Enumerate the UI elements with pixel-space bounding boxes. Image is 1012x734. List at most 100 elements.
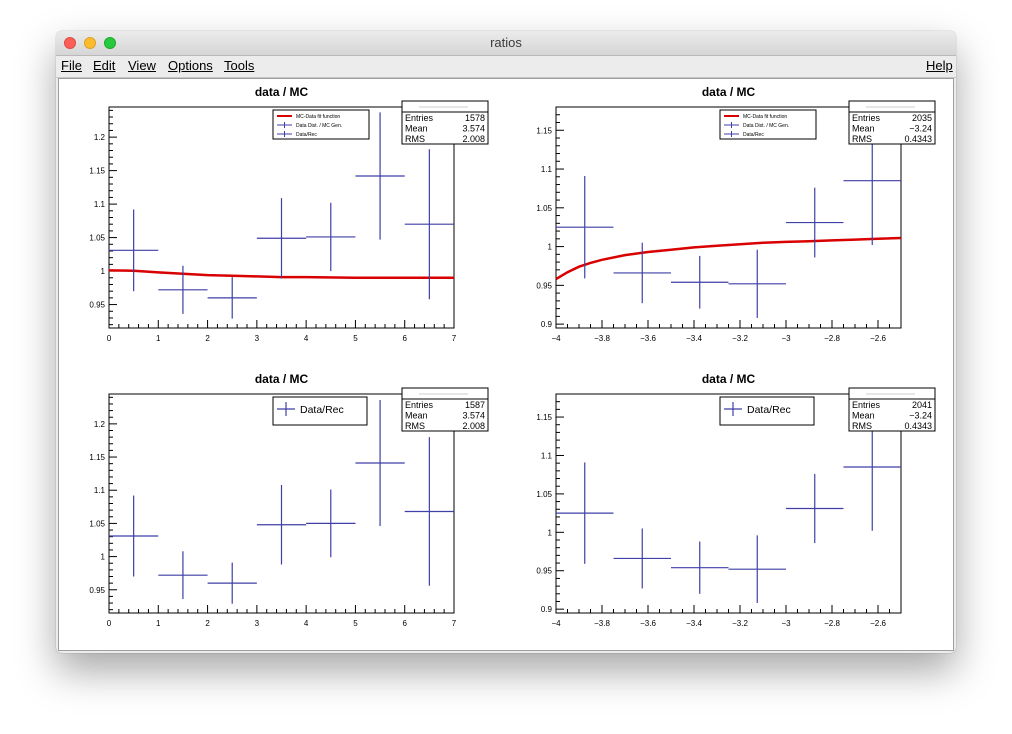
stats-box: Entries 2041 Mean −3.24 RMS 0.4343 bbox=[848, 387, 936, 432]
legend-entry-label: Data/Rec bbox=[296, 132, 317, 138]
chart-title: data / MC bbox=[702, 85, 756, 99]
stats-value: −3.24 bbox=[909, 411, 932, 421]
stats-value: 2.008 bbox=[462, 421, 485, 431]
data-point bbox=[158, 551, 208, 600]
stats-value: 1587 bbox=[465, 400, 485, 410]
x-tick-label: 0 bbox=[107, 334, 112, 343]
y-tick-label: 1.05 bbox=[536, 490, 552, 499]
x-tick-label: 1 bbox=[156, 334, 161, 343]
data-point bbox=[671, 541, 729, 594]
y-tick-label: 1.2 bbox=[94, 133, 106, 142]
x-tick-label: 3 bbox=[255, 619, 260, 628]
data-point bbox=[109, 495, 159, 577]
stats-label: Mean bbox=[852, 411, 875, 421]
menu-view[interactable]: View bbox=[128, 58, 156, 73]
menu-options[interactable]: Options bbox=[168, 58, 213, 73]
menu-tools[interactable]: Tools bbox=[224, 58, 254, 73]
menu-file[interactable]: File bbox=[61, 58, 82, 73]
data-point bbox=[786, 473, 844, 544]
x-tick-label: 2 bbox=[205, 619, 210, 628]
x-tick-label: −3.2 bbox=[732, 334, 748, 343]
x-tick-label: 2 bbox=[205, 334, 210, 343]
x-tick-label: 5 bbox=[353, 334, 358, 343]
y-tick-label: 1.15 bbox=[536, 413, 552, 422]
stats-value: 2035 bbox=[912, 113, 932, 123]
legend-entry-label: MC-Data fit function bbox=[296, 114, 340, 120]
stats-box: Entries 1587 Mean 3.574 RMS 2.008 bbox=[401, 387, 489, 432]
data-point bbox=[613, 242, 671, 304]
y-tick-label: 1 bbox=[101, 267, 106, 276]
stats-value: 3.574 bbox=[462, 124, 485, 134]
legend: MC-Data fit function Data Dist. / MC Gen.… bbox=[719, 109, 817, 140]
data-point bbox=[158, 265, 208, 314]
data-point bbox=[256, 484, 307, 565]
x-tick-label: 6 bbox=[402, 334, 407, 343]
legend-box bbox=[272, 396, 368, 426]
stats-value: −3.24 bbox=[909, 124, 932, 134]
legend-entry-label: Data/Rec bbox=[743, 132, 764, 138]
stats-label: Entries bbox=[852, 113, 881, 123]
y-tick-label: 0.9 bbox=[541, 320, 553, 329]
stats-label: RMS bbox=[405, 421, 425, 431]
data-point bbox=[306, 202, 356, 272]
stats-value: 2041 bbox=[912, 400, 932, 410]
fit-function-line bbox=[555, 236, 902, 281]
y-tick-label: 1.1 bbox=[94, 486, 106, 495]
data-point bbox=[355, 112, 405, 240]
minimize-window-button[interactable] bbox=[84, 37, 96, 49]
stats-label: Entries bbox=[852, 400, 881, 410]
data-point bbox=[556, 462, 614, 564]
chart-panel-4: data / MC −4 −3.8 −3.6 −3.4 −3.2 −3 −2.8 −2.6 0.9… bbox=[536, 372, 936, 628]
y-tick-label: 1.05 bbox=[89, 234, 105, 243]
data-point bbox=[671, 255, 729, 309]
maximize-window-button[interactable] bbox=[104, 37, 116, 49]
stats-value: 0.4343 bbox=[904, 421, 932, 431]
y-tick-label: 0.95 bbox=[536, 567, 552, 576]
y-tick-label: 1.15 bbox=[89, 167, 105, 176]
app-window: ratios File Edit View Options Tools Help… bbox=[56, 31, 956, 653]
stats-label: Mean bbox=[405, 124, 428, 134]
y-tick-label: 1.15 bbox=[89, 453, 105, 462]
menu-file-label: File bbox=[61, 58, 82, 73]
menu-bar: File Edit View Options Tools Help bbox=[56, 56, 956, 78]
stats-label: RMS bbox=[852, 421, 872, 431]
data-point bbox=[556, 176, 614, 279]
chart-title: data / MC bbox=[255, 85, 309, 99]
y-tick-label: 1.05 bbox=[536, 204, 552, 213]
menu-help-label: Help bbox=[926, 58, 953, 73]
x-tick-label: 4 bbox=[304, 334, 309, 343]
menu-edit[interactable]: Edit bbox=[93, 58, 115, 73]
y-tick-label: 1.15 bbox=[536, 126, 552, 135]
stats-label: Mean bbox=[405, 411, 428, 421]
y-tick-label: 1 bbox=[548, 528, 553, 537]
plot-canvas[interactable]: data / MC 0 1 2 3 4 5 6 7 0.95 1 1.05 1.1 1.15 1.2 MC-D… bbox=[58, 78, 954, 651]
stats-box: Entries 2035 Mean −3.24 RMS 0.4343 bbox=[848, 100, 936, 145]
stats-box: Entries 1578 Mean 3.574 RMS 2.008 bbox=[401, 100, 489, 145]
y-tick-label: 1.1 bbox=[94, 200, 106, 209]
x-tick-label: 4 bbox=[304, 619, 309, 628]
x-tick-label: −4 bbox=[551, 619, 561, 628]
data-point bbox=[207, 562, 257, 604]
data-point bbox=[786, 187, 844, 258]
x-tick-label: 0 bbox=[107, 619, 112, 628]
title-bar: ratios bbox=[56, 31, 956, 56]
stats-frame bbox=[848, 387, 936, 432]
stats-label: Mean bbox=[852, 124, 875, 134]
stats-value: 1578 bbox=[465, 113, 485, 123]
menu-help[interactable]: Help bbox=[926, 58, 953, 73]
legend-entry-label: Data Dist. / MC Gen. bbox=[296, 123, 342, 129]
legend-entry-label: Data/Rec bbox=[300, 404, 344, 416]
x-tick-label: −3.8 bbox=[594, 334, 610, 343]
fit-function-line bbox=[108, 269, 454, 280]
chart-panel-3: data / MC 0 1 2 3 4 5 6 7 0.95 1 1.05 1.1 1.15 1.2 Data… bbox=[89, 372, 489, 628]
legend-entry-label: Data Dist. / MC Gen. bbox=[743, 123, 789, 129]
menu-tools-label: Tools bbox=[224, 58, 255, 73]
x-tick-label: −2.8 bbox=[824, 334, 840, 343]
x-tick-label: −2.6 bbox=[870, 334, 886, 343]
legend: Data/Rec bbox=[719, 396, 815, 426]
x-tick-label: −3.4 bbox=[686, 619, 702, 628]
close-window-button[interactable] bbox=[64, 37, 76, 49]
chart-title: data / MC bbox=[702, 372, 756, 386]
data-point bbox=[404, 437, 454, 586]
x-tick-label: −3.6 bbox=[640, 619, 656, 628]
